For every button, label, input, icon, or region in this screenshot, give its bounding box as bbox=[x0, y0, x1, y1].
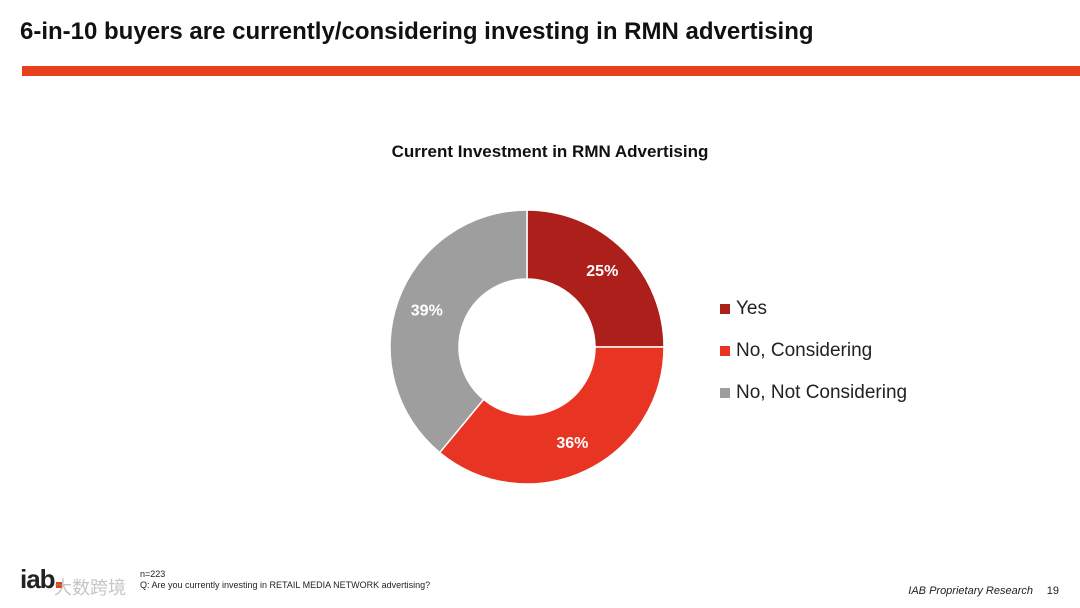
survey-question: Q: Are you currently investing in RETAIL… bbox=[140, 580, 431, 590]
donut-chart: 25% 36% 39% bbox=[389, 209, 665, 485]
source-label: IAB Proprietary Research bbox=[908, 585, 1033, 597]
legend-swatch-no-considering bbox=[720, 346, 730, 356]
logo-text: iab bbox=[20, 564, 56, 594]
slice-label-no-not-considering: 39% bbox=[411, 302, 443, 319]
footnote: n=223 Q: Are you currently investing in … bbox=[140, 569, 430, 591]
slice-no-not-considering bbox=[389, 209, 528, 454]
chart-title: Current Investment in RMN Advertising bbox=[391, 142, 709, 161]
slice-yes bbox=[526, 209, 665, 348]
slice-label-no-considering: 36% bbox=[556, 435, 588, 452]
sample-size: n=223 bbox=[140, 569, 166, 579]
slide-title: 6-in-10 buyers are currently/considering… bbox=[20, 18, 814, 45]
legend-item-no-not-considering: No, Not Considering bbox=[720, 381, 907, 405]
legend-swatch-yes bbox=[720, 304, 730, 314]
legend-swatch-no-not-considering bbox=[720, 388, 730, 398]
legend-label-no-not-considering: No, Not Considering bbox=[736, 382, 908, 403]
watermark: 大数跨境 bbox=[54, 578, 126, 598]
logo-dot bbox=[55, 582, 62, 588]
page-number: 19 bbox=[1046, 585, 1059, 597]
legend-item-no-considering: No, Considering bbox=[720, 339, 907, 363]
slice-label-yes: 25% bbox=[586, 263, 618, 280]
legend-label-no-considering: No, Considering bbox=[736, 340, 873, 361]
legend-label-yes: Yes bbox=[736, 298, 767, 319]
iab-logo: iab bbox=[20, 566, 62, 592]
title-accent-bar bbox=[22, 66, 1080, 76]
slice-no-considering bbox=[438, 346, 665, 485]
legend-item-yes: Yes bbox=[720, 297, 907, 321]
chart-legend: Yes No, Considering No, Not Considering bbox=[720, 297, 907, 423]
